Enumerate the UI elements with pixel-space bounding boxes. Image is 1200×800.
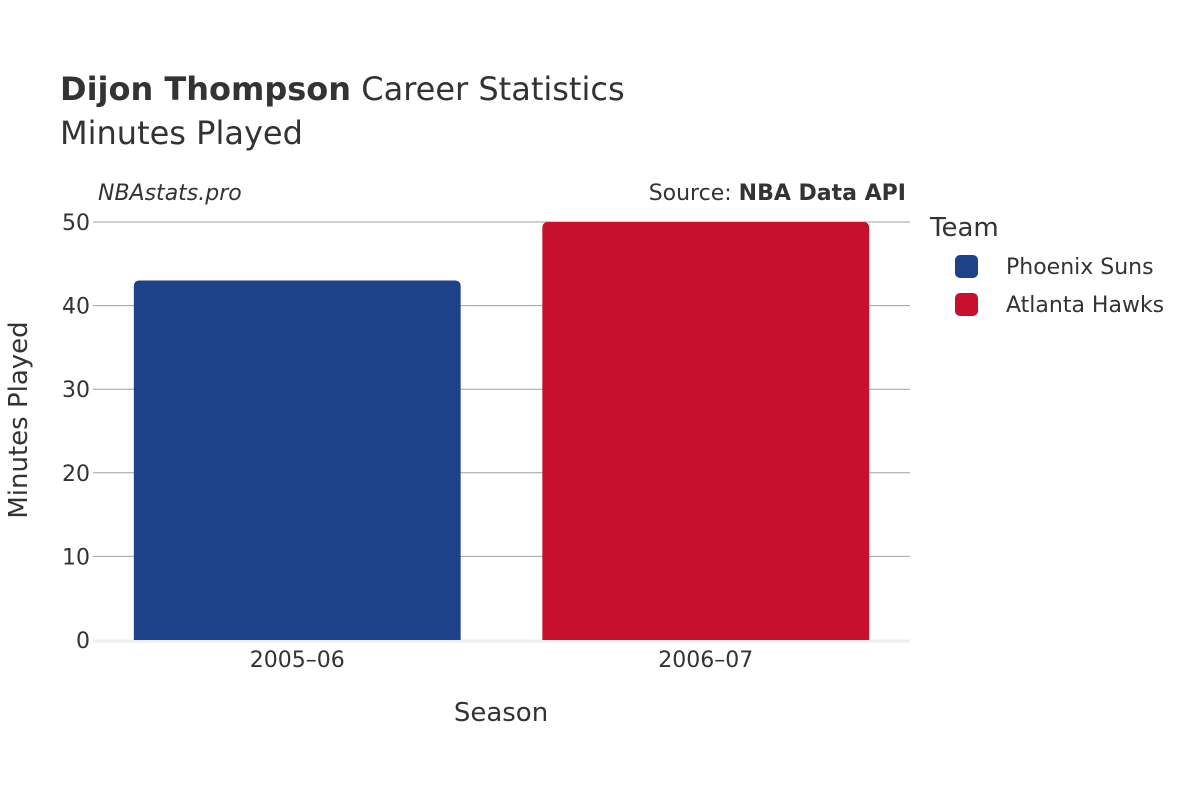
- y-tick-label: 0: [76, 629, 90, 654]
- bar: [542, 222, 870, 640]
- x-axis-title: Season: [454, 698, 548, 728]
- y-tick-label: 10: [62, 545, 90, 570]
- legend-swatch: [955, 293, 978, 316]
- bars: [133, 222, 870, 640]
- watermark-text: NBAstats.pro: [98, 181, 242, 206]
- source-prefix: Source:: [649, 181, 739, 206]
- y-tick-label: 20: [62, 462, 90, 487]
- bar: [133, 280, 461, 640]
- legend-title: Team: [929, 213, 999, 243]
- y-tick-label: 50: [62, 211, 90, 236]
- legend-label: Phoenix Suns: [1006, 255, 1154, 280]
- legend-swatch: [955, 255, 978, 278]
- y-tick-label: 40: [62, 295, 90, 320]
- x-tick-label: 2006–07: [658, 648, 753, 673]
- x-tick-label: 2005–06: [250, 648, 345, 673]
- x-tick-labels: 2005–06 2006–07: [250, 648, 753, 673]
- y-tick-labels: 0 10 20 30 40 50: [62, 211, 90, 654]
- chart-title-player: Dijon Thompson: [60, 70, 351, 108]
- legend-label: Atlanta Hawks: [1006, 293, 1164, 318]
- source-name: NBA Data API: [739, 181, 906, 206]
- chart-subtitle: Minutes Played: [60, 114, 303, 152]
- chart-title: Dijon Thompson Career Statistics: [60, 70, 625, 108]
- source-text: Source: NBA Data API: [649, 181, 906, 206]
- chart-title-rest: Career Statistics: [351, 70, 625, 108]
- legend: Team Phoenix Suns Atlanta Hawks: [929, 213, 1164, 318]
- y-axis-title: Minutes Played: [4, 321, 34, 518]
- y-tick-label: 30: [62, 378, 90, 403]
